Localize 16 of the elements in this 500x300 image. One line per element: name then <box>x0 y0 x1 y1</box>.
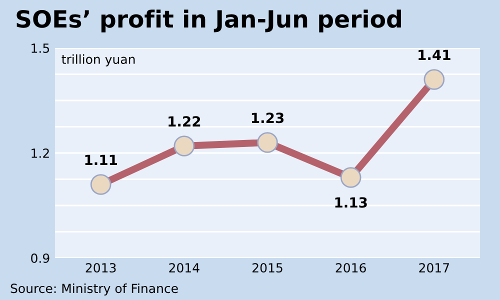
y-tick-label: 1.2 <box>32 148 49 158</box>
x-tick-label: 2013 <box>86 263 116 273</box>
data-label: 1.22 <box>168 116 200 126</box>
data-label: 1.13 <box>335 197 367 208</box>
y-tick-label: 0.9 <box>31 253 50 263</box>
x-tick-label: 2015 <box>252 263 282 273</box>
source-note: Source: Ministry of Finance <box>10 283 178 296</box>
data-label: 1.11 <box>85 154 118 165</box>
x-tick-label: 2017 <box>419 263 450 273</box>
x-tick-label: 2016 <box>336 263 366 273</box>
chart-title: SOEs’ profit in Jan-Jun period <box>16 10 401 32</box>
y-axis-title: trillion yuan <box>62 54 135 66</box>
x-tick-label: 2014 <box>169 263 200 273</box>
data-label: 1.23 <box>252 112 284 124</box>
y-tick-label: 1.5 <box>32 44 50 53</box>
data-label: 1.41 <box>418 50 450 60</box>
